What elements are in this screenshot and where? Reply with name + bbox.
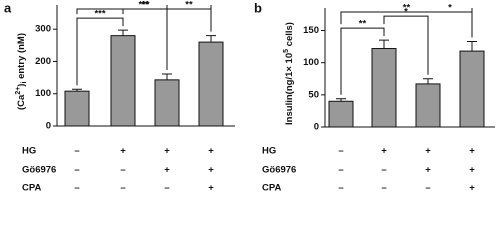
condition-mark: +: [469, 183, 475, 194]
y-tick-label: 300: [35, 24, 51, 35]
y-tick-label: 0: [314, 122, 319, 133]
condition-mark: +: [208, 146, 214, 157]
condition-mark: –: [338, 165, 343, 176]
condition-mark: +: [120, 146, 126, 157]
condition-mark: –: [381, 183, 386, 194]
condition-mark: –: [338, 146, 343, 157]
y-label-part: i: [21, 82, 28, 84]
error-bar: [467, 40, 477, 52]
panel-label: b: [254, 0, 262, 15]
condition-mark: –: [74, 165, 79, 176]
condition-mark: +: [164, 146, 170, 157]
bar: [328, 100, 354, 128]
significance-bracket: [383, 15, 429, 75]
bar: [110, 35, 136, 127]
y-tick-label: 150: [303, 25, 319, 36]
y-label-part: 5: [283, 49, 290, 53]
significance-label: **: [185, 0, 193, 11]
condition-mark: +: [425, 146, 431, 157]
significance-bracket: [340, 8, 473, 25]
condition-mark: –: [74, 146, 79, 157]
error-bar: [206, 35, 216, 43]
panel-label: a: [4, 0, 12, 15]
condition-label: CPA: [22, 183, 41, 194]
condition-mark: –: [164, 183, 169, 194]
condition-mark: –: [120, 165, 125, 176]
y-label-part: 2+: [15, 87, 22, 95]
bar: [64, 90, 90, 127]
condition-mark: +: [469, 146, 475, 157]
condition-label: HG: [262, 146, 276, 157]
y-label-part: Insulin(ng/1× 10: [284, 53, 295, 125]
significance-bracket: [76, 5, 212, 15]
significance-label: **: [141, 0, 149, 11]
condition-label: Gö6976: [22, 165, 56, 176]
condition-mark: –: [74, 183, 79, 194]
condition-mark: +: [469, 165, 475, 176]
significance-bracket: [76, 17, 124, 86]
significance-label: **: [403, 3, 411, 14]
condition-mark: +: [208, 183, 214, 194]
condition-mark: +: [381, 146, 387, 157]
condition-mark: +: [164, 165, 170, 176]
error-bar: [379, 39, 389, 49]
y-label-part: entry (nM): [16, 33, 27, 82]
y-tick-label: 50: [308, 89, 319, 100]
error-bar: [118, 29, 128, 36]
y-tick-label: 0: [46, 121, 51, 132]
condition-label: Gö6976: [262, 165, 296, 176]
condition-mark: +: [208, 165, 214, 176]
error-bar: [162, 73, 172, 80]
condition-mark: –: [381, 165, 386, 176]
y-tick-label: 200: [35, 56, 51, 67]
significance-label: ***: [94, 9, 105, 20]
y-axis-label: Insulin(ng/1× 105 cells): [283, 22, 295, 125]
condition-mark: –: [338, 183, 343, 194]
y-label-part: cells): [284, 22, 295, 49]
significance-label: **: [359, 19, 367, 30]
y-label-part: ): [16, 84, 27, 87]
bar: [198, 41, 224, 127]
y-tick-label: 100: [35, 88, 51, 99]
error-bar: [423, 78, 433, 84]
error-bar: [72, 88, 82, 92]
condition-mark: +: [425, 165, 431, 176]
significance-bracket: [340, 27, 385, 95]
bar: [415, 83, 441, 128]
error-bar: [336, 98, 346, 102]
significance-bracket: [427, 11, 473, 38]
condition-label: HG: [22, 146, 36, 157]
y-axis-label: (Ca2+)i entry (nM): [15, 33, 28, 110]
condition-label: CPA: [262, 183, 281, 194]
significance-label: *: [448, 3, 452, 14]
bar: [154, 79, 180, 127]
bar: [371, 48, 397, 128]
y-tick-label: 100: [303, 57, 319, 68]
y-label-part: (Ca: [16, 94, 27, 110]
bar: [459, 50, 485, 128]
condition-mark: –: [425, 183, 430, 194]
significance-label: ***: [138, 0, 149, 11]
condition-mark: –: [120, 183, 125, 194]
